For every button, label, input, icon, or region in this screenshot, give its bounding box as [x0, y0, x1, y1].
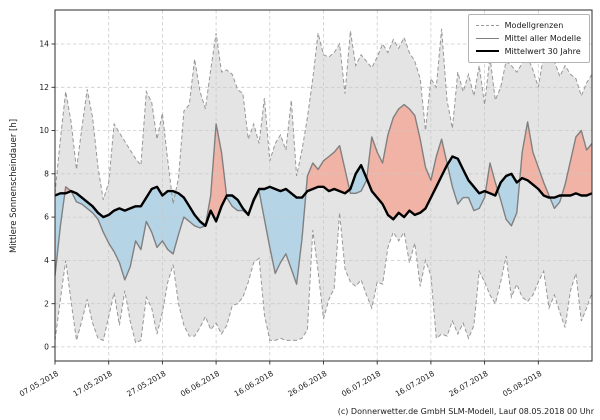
- y-axis-tick-label: 2: [44, 299, 49, 308]
- y-axis-tick-label: 14: [39, 40, 49, 49]
- bold-line-sample: [475, 50, 499, 52]
- x-axis-tick-label: 06.07.2018: [340, 369, 382, 399]
- legend-item-mittel-aller-modelle: Mittel aller Modelle: [475, 33, 581, 43]
- copyright-text: (c) Donnerwetter.de GmbH SLM-Modell, Lau…: [337, 407, 594, 416]
- x-axis-tick-label: 17.05.2018: [72, 369, 114, 399]
- legend-item-mittelwert-30-jahre: Mittelwert 30 Jahre: [475, 46, 581, 56]
- x-axis-tick-label: 16.07.2018: [394, 369, 436, 399]
- above-normal-area: [64, 104, 593, 226]
- x-axis-tick-label: 27.05.2018: [125, 369, 167, 399]
- below-normal-area: [55, 156, 562, 285]
- x-axis-tick-label: 06.06.2018: [179, 369, 221, 399]
- legend: Modellgrenzen Mittel aller Modelle Mitte…: [467, 14, 590, 63]
- legend-label: Modellgrenzen: [504, 20, 564, 30]
- solid-line-sample: [475, 37, 499, 39]
- y-axis-label: Mittlere Sonnenscheindauer [h]: [9, 118, 19, 254]
- x-axis-tick-label: 26.07.2018: [447, 369, 489, 399]
- dashed-line-sample: [475, 24, 499, 26]
- legend-item-modellgrenzen: Modellgrenzen: [475, 20, 581, 30]
- envelope-upper-bound-line: [54, 28, 593, 205]
- mean-30y-line: [54, 155, 593, 227]
- x-axis-tick-label: 07.05.2018: [18, 369, 60, 399]
- legend-label: Mittelwert 30 Jahre: [504, 46, 581, 56]
- y-axis-tick-label: 4: [44, 256, 49, 265]
- legend-label: Mittel aller Modelle: [504, 33, 581, 43]
- model-mean-line: [54, 103, 593, 285]
- envelope-lower-bound-line: [54, 212, 593, 344]
- x-axis-tick-label: 05.08.2018: [501, 369, 543, 399]
- y-axis-tick-label: 8: [44, 169, 49, 178]
- y-axis-tick-label: 6: [44, 213, 49, 222]
- y-axis-tick-label: 0: [44, 343, 49, 352]
- x-axis-tick-label: 16.06.2018: [233, 369, 275, 399]
- y-axis-tick-label: 12: [39, 83, 49, 92]
- x-axis-tick-label: 26.06.2018: [286, 369, 328, 399]
- y-axis-tick-label: 10: [39, 126, 49, 135]
